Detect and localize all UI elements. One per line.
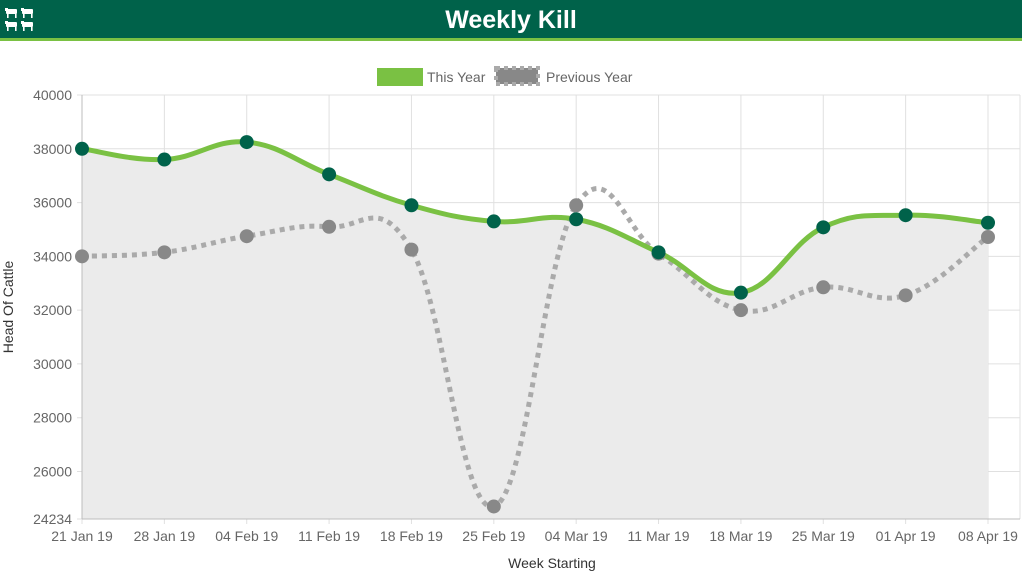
legend-swatch-this-year [377, 68, 423, 86]
this-year-area [82, 141, 988, 519]
x-tick-label: 04 Mar 19 [545, 528, 608, 544]
x-axis-title: Week Starting [508, 555, 596, 571]
area-fill [82, 141, 988, 519]
y-tick-label: 28000 [33, 410, 72, 426]
y-tick-label: 38000 [33, 141, 72, 157]
previous-year-point[interactable] [322, 219, 337, 234]
x-tick-label: 25 Mar 19 [792, 528, 855, 544]
data-points [75, 135, 995, 514]
y-tick-label: 32000 [33, 302, 72, 318]
this-year-point[interactable] [569, 212, 584, 227]
previous-year-point[interactable] [239, 229, 254, 244]
x-tick-label: 21 Jan 19 [51, 528, 113, 544]
legend-label-this-year[interactable]: This Year [427, 69, 486, 85]
y-tick-label: 34000 [33, 248, 72, 264]
this-year-point[interactable] [816, 220, 831, 235]
x-tick-label: 25 Feb 19 [462, 528, 525, 544]
legend-swatch-previous-year [494, 66, 540, 86]
axes: 24234 26000 28000 30000 32000 34000 36000 38000… [33, 87, 1020, 544]
y-tick-label: 24234 [33, 511, 72, 527]
x-tick-label: 28 Jan 19 [134, 528, 196, 544]
cattle-icon [5, 8, 33, 31]
x-tick-label: 18 Feb 19 [380, 528, 443, 544]
this-year-point[interactable] [981, 215, 995, 230]
weekly-kill-chart: 24234 26000 28000 30000 32000 34000 36000 38000… [0, 66, 1021, 571]
this-year-point[interactable] [404, 198, 419, 213]
y-tick-label: 30000 [33, 356, 72, 372]
y-tick-label: 26000 [33, 464, 72, 480]
header-bar: Weekly Kill [0, 0, 1022, 41]
x-tick-label: 11 Feb 19 [298, 528, 360, 544]
x-tick-label: 11 Mar 19 [628, 528, 690, 544]
y-tick-label: 36000 [33, 195, 72, 211]
this-year-point[interactable] [486, 214, 501, 229]
previous-year-point[interactable] [569, 198, 584, 213]
x-tick-label: 08 Apr 19 [958, 528, 1018, 544]
y-tick-label: 40000 [33, 87, 72, 103]
previous-year-point[interactable] [75, 249, 89, 264]
this-year-point[interactable] [322, 167, 337, 182]
previous-year-point[interactable] [981, 229, 995, 244]
y-axis-title: Head Of Cattle [0, 260, 16, 353]
this-year-point[interactable] [239, 135, 254, 150]
this-year-point[interactable] [75, 141, 89, 156]
this-year-point[interactable] [733, 285, 748, 300]
previous-year-point[interactable] [404, 242, 419, 257]
this-year-point[interactable] [651, 245, 666, 260]
previous-year-point[interactable] [898, 288, 913, 303]
previous-year-point[interactable] [157, 245, 172, 260]
previous-year-point[interactable] [486, 499, 501, 514]
x-tick-label: 04 Feb 19 [215, 528, 278, 544]
previous-year-point[interactable] [816, 280, 831, 295]
legend[interactable]: This Year Previous Year [377, 66, 633, 86]
x-tick-label: 01 Apr 19 [876, 528, 936, 544]
this-year-point[interactable] [157, 152, 172, 167]
x-tick-label: 18 Mar 19 [709, 528, 772, 544]
previous-year-point[interactable] [733, 303, 748, 318]
this-year-point[interactable] [898, 208, 913, 223]
legend-label-previous-year[interactable]: Previous Year [546, 69, 633, 85]
page-title: Weekly Kill [445, 6, 577, 34]
